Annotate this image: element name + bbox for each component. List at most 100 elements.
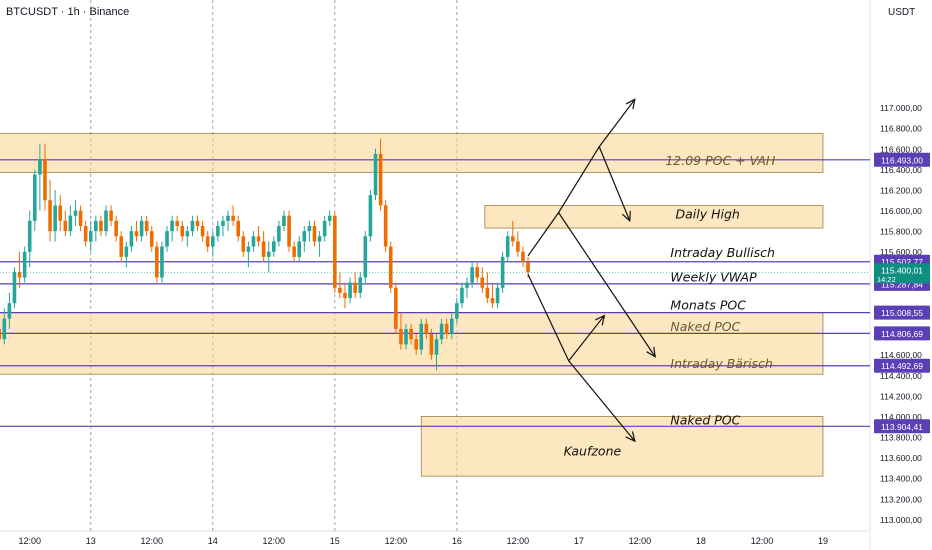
candle-body (7, 303, 12, 319)
candle-body (317, 236, 322, 242)
candle-body (119, 236, 124, 257)
price-tick-label: 115.600,00 (880, 247, 922, 257)
chart-annotation: Daily High (676, 207, 740, 222)
candle-body (373, 153, 378, 196)
candle-body (480, 277, 485, 288)
candle-body (429, 334, 434, 355)
supply-demand-zone (484, 205, 824, 229)
candle-body (333, 215, 337, 288)
time-tick-label: 12:00 (140, 536, 163, 546)
arrow-head (646, 346, 656, 358)
chart-annotation: Kaufzone (564, 443, 622, 458)
candle-body (348, 282, 352, 299)
candle-body (409, 328, 413, 340)
candle-body (277, 225, 281, 242)
candle-body (160, 246, 164, 278)
candle-body (124, 246, 129, 257)
candle-body (38, 159, 42, 175)
candle-body (58, 205, 63, 221)
price-tick-label: 113.400,00 (880, 474, 922, 484)
candle-body (495, 287, 500, 304)
level-price-tag (874, 358, 930, 373)
chart-annotation: Naked POC (670, 413, 740, 428)
candle-body (165, 231, 169, 247)
time-tick-label: 13 (86, 536, 96, 546)
candle-body (439, 323, 444, 340)
price-tick-label: 113.200,00 (880, 494, 922, 504)
candle-body (129, 231, 134, 247)
price-tick-label: 116.000,00 (880, 206, 922, 216)
candle-body (216, 225, 220, 237)
chart-annotation: Naked POC (670, 319, 740, 334)
time-tick-label: 12:00 (385, 536, 408, 546)
candle-body (68, 215, 73, 232)
time-tick-label: 12:00 (629, 536, 652, 546)
candle-body (485, 287, 490, 299)
candle-body (43, 159, 47, 201)
level-price-tag (874, 152, 930, 167)
candle-body (33, 174, 37, 221)
candle-body (94, 220, 98, 232)
arrow-head (621, 210, 631, 223)
candle-body (266, 251, 271, 257)
candle-body (83, 225, 88, 242)
level-price-tag (874, 326, 930, 341)
scenario-arrow (527, 99, 636, 257)
candle-body (327, 215, 332, 221)
candle-body (302, 231, 307, 242)
price-tick-label: 116.600,00 (880, 144, 922, 154)
price-tick-label: 114.200,00 (880, 391, 922, 401)
candle-body (27, 220, 32, 252)
level-price-label: 114.806,69 (881, 329, 923, 339)
candle-body (195, 220, 200, 226)
candle-body (500, 256, 505, 288)
time-tick-label: 14 (208, 536, 218, 546)
level-price-label: 115.502,77 (881, 257, 923, 267)
candle-body (53, 205, 57, 232)
candle-body (114, 220, 118, 237)
candle-body (109, 210, 113, 221)
time-tick-label: 12:00 (507, 536, 530, 546)
candle-body (419, 323, 424, 350)
candle-body (63, 220, 68, 232)
candle-body (231, 215, 235, 221)
candle-body (358, 277, 363, 293)
symbol-title: BTCUSDT · 1h · Binance (6, 6, 130, 18)
candle-body (490, 298, 495, 304)
candle-body (2, 318, 7, 340)
candle-body (210, 236, 215, 247)
scenario-arrow (558, 212, 656, 358)
candle-body (297, 241, 302, 257)
candle-body (149, 231, 154, 247)
price-tick-label: 114.600,00 (880, 350, 922, 360)
candle-body (444, 323, 449, 335)
candle-body (78, 210, 83, 226)
time-tick-label: 12:00 (263, 536, 286, 546)
candle-body (185, 231, 190, 237)
candle-body (404, 328, 408, 345)
candle-body (12, 272, 17, 304)
candle-body (17, 272, 22, 278)
candle-body (388, 246, 393, 288)
supply-demand-zone (0, 132, 824, 173)
candle-body (368, 195, 373, 237)
candle-body (139, 220, 144, 237)
candle-body (236, 220, 241, 237)
candle-body (383, 205, 388, 247)
candle-body (0, 328, 2, 340)
candle-body (307, 225, 312, 232)
candle-body (200, 225, 205, 237)
chart-annotation: Monats POC (670, 297, 746, 312)
candle-body (312, 225, 317, 242)
candle-body (134, 231, 139, 237)
level-price-label: 115.287,84 (881, 279, 923, 289)
price-tick-label: 114.400,00 (880, 371, 922, 381)
chart-annotation: Intraday Bullisch (670, 245, 775, 260)
level-price-label: 116.493,00 (881, 155, 923, 165)
candle-body (292, 246, 296, 257)
candle-body (48, 200, 52, 232)
candle-body (241, 236, 246, 252)
candle-body (526, 262, 530, 273)
